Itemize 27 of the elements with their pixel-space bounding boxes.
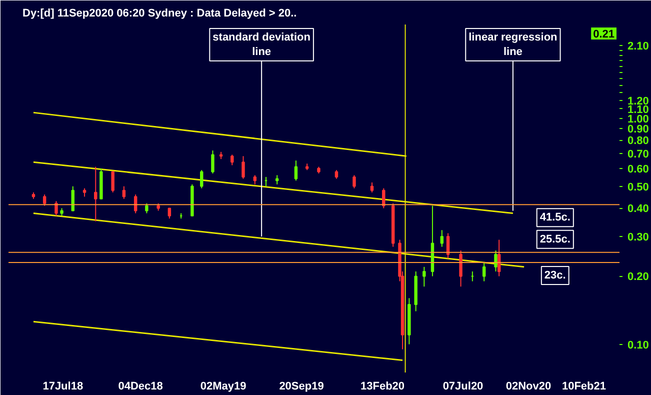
annotation: linear regression line xyxy=(468,32,558,58)
y-tick-label: 0.70 xyxy=(628,148,649,160)
x-tick-label: 02Nov20 xyxy=(506,380,552,392)
y-tick-label: 0.90 xyxy=(628,124,649,136)
ref-line-label: 41.5c. xyxy=(540,212,570,224)
x-tick-label: 04Dec18 xyxy=(118,380,163,392)
x-tick-label: 20Sep19 xyxy=(279,380,324,392)
y-tick-label: 2.10 xyxy=(628,40,649,52)
y-tick-label: 0.30 xyxy=(628,231,649,244)
y-tick-label: 0.80 xyxy=(628,135,649,148)
y-tick-label: 0.50 xyxy=(628,181,649,194)
y-tick-label: 1.10 xyxy=(628,104,649,116)
annotation: 0.21 xyxy=(593,28,615,40)
x-tick-label: 10Feb21 xyxy=(562,380,606,392)
ref-line-label: 23c. xyxy=(544,270,566,282)
x-tick-label: 13Feb20 xyxy=(360,380,405,392)
ref-line-label: 25.5c. xyxy=(540,233,570,246)
x-tick-label: 17Jul18 xyxy=(42,380,84,392)
y-tick-label: 0.20 xyxy=(628,271,649,284)
annotation: standard deviation line xyxy=(212,32,311,58)
x-tick-label: 07Jul20 xyxy=(442,380,484,392)
y-tick-label: 0.60 xyxy=(628,163,649,176)
chart-title: Dy:[d] 11Sep2020 06:20 Sydney : Data Delayed > 20.. xyxy=(22,8,297,20)
x-tick-label: 02May19 xyxy=(200,380,246,392)
y-tick-label: 1.00 xyxy=(628,113,649,126)
y-tick-label: 0.40 xyxy=(628,203,649,216)
y-tick-label: 0.10 xyxy=(628,339,649,352)
